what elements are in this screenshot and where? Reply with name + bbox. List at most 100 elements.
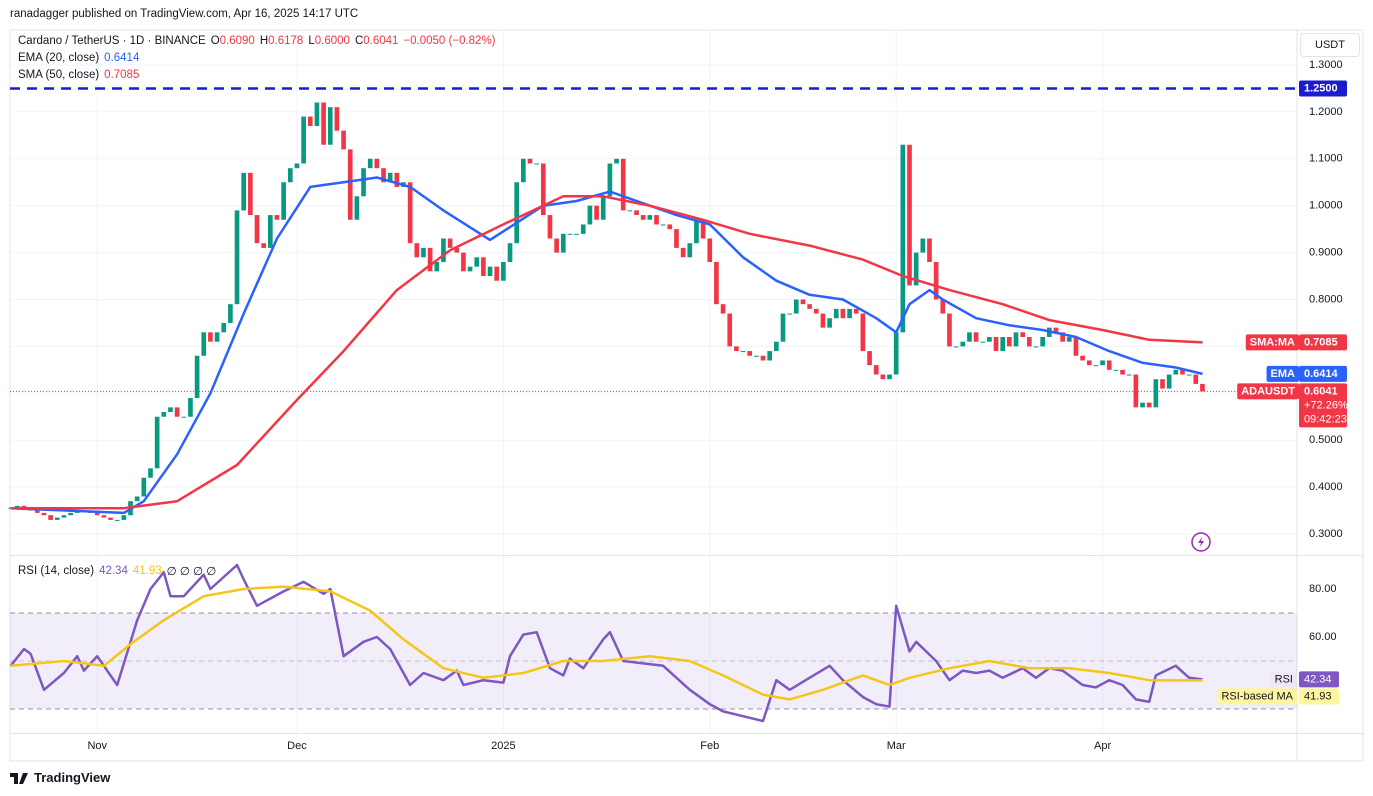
axis-tag-name-bg <box>1266 365 1299 382</box>
candle-body <box>900 144 906 333</box>
ohlc-key: C <box>354 35 364 47</box>
axis-tag-name: ADAUSDT <box>1241 385 1295 397</box>
y-tick-label: 0.4000 <box>1309 481 1343 493</box>
candle-body <box>1180 369 1185 375</box>
change: −0.0050 (−0.82%) <box>403 35 496 47</box>
candle-body <box>787 313 792 315</box>
candle-body <box>953 346 959 348</box>
candle-body <box>94 512 100 516</box>
candle-body <box>967 332 972 342</box>
ohlc-item: O0.6090 <box>211 35 255 47</box>
candle-body <box>467 266 473 272</box>
legend-value: 42.34 <box>99 565 128 577</box>
axis-tag <box>1299 80 1347 97</box>
ohlc-item: L0.6000 <box>308 35 350 47</box>
candle-body <box>887 374 892 380</box>
y-tick-label: 1.2000 <box>1309 106 1343 118</box>
candle-body <box>414 243 420 258</box>
candle-body <box>294 163 300 169</box>
candle-body <box>674 229 679 248</box>
sma-legend: SMA (50, close) 0.7085 <box>18 69 139 81</box>
candle-body <box>267 215 273 248</box>
candle-body <box>600 196 606 220</box>
icon-ring <box>1191 532 1211 552</box>
rsi-band-fill <box>10 613 1297 709</box>
candle-body <box>1086 360 1092 366</box>
symbol: Cardano / TetherUS · 1D · BINANCE <box>18 35 206 47</box>
candle-body <box>1100 360 1105 366</box>
currency-button[interactable]: USDT <box>1300 33 1360 57</box>
candle-body <box>827 318 832 328</box>
candle-body <box>521 158 526 183</box>
candle-body <box>720 304 726 314</box>
plot <box>8 87 1297 723</box>
candle-body <box>1173 369 1179 375</box>
rsi-ma-line <box>10 585 1203 701</box>
candle-body <box>161 412 167 417</box>
candle-body <box>813 308 819 314</box>
candle-body <box>61 515 67 518</box>
candle-body <box>387 172 393 183</box>
axes: Nov Dec 2025 Feb Mar Apr 0.3000 0.4000 0.5000 0.6… <box>87 59 1348 752</box>
candle-body <box>920 238 926 253</box>
candle-body <box>667 224 673 230</box>
rsi-tick-label: 60.00 <box>1309 631 1337 643</box>
candle-body <box>627 210 633 212</box>
candle-body <box>454 247 460 253</box>
candle-body <box>367 158 373 169</box>
candle-body <box>421 247 426 258</box>
candle-body <box>1080 355 1085 361</box>
x-tick-label: Dec <box>287 740 307 752</box>
axis-tag <box>1299 383 1347 428</box>
candle-body <box>481 257 486 277</box>
axis-tag-name: RSI <box>1275 673 1293 685</box>
y-tick-label: 1.3000 <box>1309 59 1343 71</box>
y-tick-label: 0.8000 <box>1309 293 1343 305</box>
frame <box>9 29 1364 762</box>
axis-tag-name-bg <box>1245 334 1299 351</box>
candle-body <box>108 517 113 520</box>
candle-body <box>807 304 812 309</box>
candle-body <box>201 332 207 356</box>
candle-body <box>694 219 699 244</box>
x-tick-label: Mar <box>887 740 906 752</box>
axis-tag-sub: 09:42:23 <box>1304 413 1347 425</box>
y-tick-label: 1.0000 <box>1309 200 1343 212</box>
candle-body <box>640 215 646 220</box>
axis-tag-value: 0.6041 <box>1304 385 1338 397</box>
legend-value: 41.93 <box>132 565 162 577</box>
candle-body <box>181 416 187 418</box>
candle-body <box>1200 383 1205 392</box>
candle-body <box>1053 327 1059 333</box>
candle-body <box>734 346 739 352</box>
candle-body <box>853 308 859 314</box>
candle-body <box>554 238 559 253</box>
candle-body <box>347 149 353 220</box>
candle-body <box>1066 337 1072 342</box>
candle-body <box>1033 346 1039 348</box>
x-tick-label: 2025 <box>491 740 515 752</box>
candle-body <box>754 355 759 357</box>
candle-body <box>567 233 573 235</box>
candle-body <box>208 332 213 342</box>
candle-body <box>354 196 360 220</box>
candle-body <box>820 313 826 328</box>
y-tick-label: 0.5000 <box>1309 434 1343 446</box>
candle-body <box>321 102 326 145</box>
candle-body <box>501 261 506 281</box>
candle-body <box>940 299 946 314</box>
candle-body <box>1000 337 1006 352</box>
candle-body <box>800 299 806 305</box>
candle-body <box>494 266 500 281</box>
candle-body <box>614 158 619 164</box>
symbol-legend: Cardano / TetherUS · 1D · BINANCE O0.6090… <box>18 35 496 47</box>
candle-body <box>1120 369 1125 375</box>
candle-body <box>767 351 773 361</box>
candle-body <box>307 116 313 126</box>
candle-body <box>141 477 147 497</box>
candle-body <box>34 510 40 513</box>
candle-body <box>747 351 753 356</box>
